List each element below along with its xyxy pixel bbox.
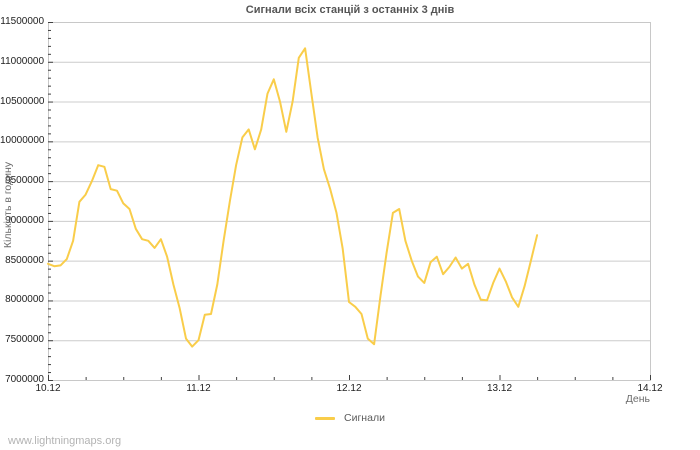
legend-label: Сигнали [344, 412, 385, 424]
chart-title: Сигнали всіх станцій з останніх 3 днів [245, 4, 455, 16]
x-tick-label: 13.12 [486, 383, 513, 394]
y-tick-label: 7000000 [5, 374, 44, 385]
y-tick-label: 11500000 [0, 16, 44, 27]
y-tick-label: 9500000 [5, 175, 44, 187]
legend: Сигнали [0, 412, 700, 424]
y-tick-label: 10000000 [0, 135, 45, 147]
y-tick-label: 11000000 [0, 55, 44, 67]
x-tick-label: 14.12 [637, 383, 663, 394]
y-axis-title: Кількість в годину [2, 161, 14, 249]
legend-line-swatch [315, 416, 336, 420]
y-tick-label: 8500000 [5, 254, 44, 266]
series-signals-line [47, 47, 539, 348]
x-tick-label: 11.12 [186, 383, 211, 394]
x-tick-label: 10.12 [35, 383, 61, 394]
x-tick-label: 12.12 [336, 383, 362, 394]
y-tick-label: 7500000 [5, 334, 44, 346]
y-tick-label: 10500000 [0, 95, 45, 107]
y-tick-label: 9000000 [5, 214, 44, 226]
watermark-text: www.lightningmaps.org [8, 435, 122, 447]
y-tick-label: 8000000 [5, 294, 44, 306]
x-axis-title: День [625, 393, 650, 405]
